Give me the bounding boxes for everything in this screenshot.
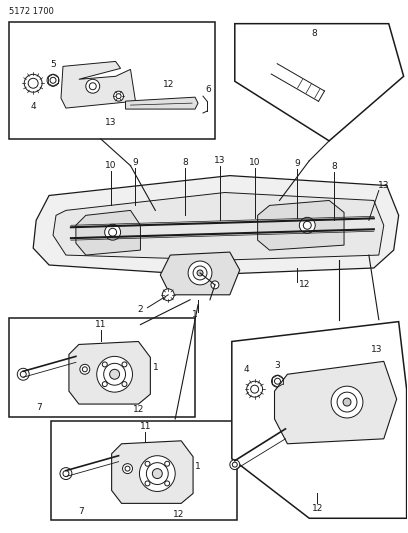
Bar <box>51 421 237 520</box>
Text: 8: 8 <box>311 29 317 38</box>
Polygon shape <box>53 192 384 260</box>
Text: 8: 8 <box>331 162 337 171</box>
Polygon shape <box>33 175 399 275</box>
Circle shape <box>60 467 72 480</box>
Circle shape <box>17 368 29 380</box>
Polygon shape <box>76 211 140 255</box>
Text: 3: 3 <box>275 361 280 370</box>
Polygon shape <box>160 252 240 295</box>
Text: 12: 12 <box>312 504 323 513</box>
Text: 12: 12 <box>173 510 184 519</box>
Text: 4: 4 <box>244 365 250 374</box>
Text: 7: 7 <box>36 402 42 411</box>
Circle shape <box>272 375 284 387</box>
Circle shape <box>50 77 56 83</box>
Text: 7: 7 <box>78 507 84 516</box>
Circle shape <box>110 369 120 379</box>
Circle shape <box>113 91 124 101</box>
Polygon shape <box>257 200 344 250</box>
Circle shape <box>104 364 126 385</box>
Text: 4: 4 <box>30 102 36 111</box>
Circle shape <box>116 94 121 99</box>
Circle shape <box>197 270 203 276</box>
Text: 11: 11 <box>140 422 151 431</box>
Text: 12: 12 <box>299 280 310 289</box>
Text: 9: 9 <box>133 158 138 167</box>
Circle shape <box>122 464 133 474</box>
Circle shape <box>303 221 311 229</box>
Text: 1: 1 <box>195 462 201 471</box>
Text: 13: 13 <box>214 156 226 165</box>
Circle shape <box>28 78 38 88</box>
Text: 13: 13 <box>378 181 390 190</box>
Polygon shape <box>126 97 198 109</box>
Circle shape <box>337 392 357 412</box>
Text: 1: 1 <box>192 310 198 319</box>
Circle shape <box>162 289 174 301</box>
Circle shape <box>102 382 107 386</box>
Circle shape <box>275 378 280 384</box>
Circle shape <box>165 461 170 466</box>
Bar <box>9 318 195 417</box>
Text: 8: 8 <box>182 158 188 167</box>
Text: 1: 1 <box>153 363 158 372</box>
Circle shape <box>89 83 96 90</box>
Circle shape <box>146 463 168 484</box>
Circle shape <box>145 461 150 466</box>
Circle shape <box>232 462 237 467</box>
Circle shape <box>47 74 59 86</box>
Polygon shape <box>235 23 404 141</box>
Text: 12: 12 <box>133 405 144 414</box>
Text: 13: 13 <box>105 118 116 127</box>
Circle shape <box>122 382 127 386</box>
Circle shape <box>122 362 127 367</box>
Polygon shape <box>275 361 397 444</box>
Text: 10: 10 <box>249 158 260 167</box>
Text: 5172 1700: 5172 1700 <box>9 7 54 16</box>
Circle shape <box>102 362 107 367</box>
Circle shape <box>230 459 240 470</box>
Text: 6: 6 <box>205 85 211 94</box>
Polygon shape <box>69 342 151 404</box>
Circle shape <box>125 466 130 471</box>
Text: 13: 13 <box>371 345 383 354</box>
Circle shape <box>140 456 175 491</box>
Circle shape <box>299 217 315 233</box>
Circle shape <box>188 261 212 285</box>
Text: 5: 5 <box>50 60 56 69</box>
Circle shape <box>109 228 117 236</box>
Circle shape <box>20 372 26 377</box>
Circle shape <box>105 224 121 240</box>
Circle shape <box>145 481 150 486</box>
Text: 10: 10 <box>105 161 116 170</box>
Circle shape <box>24 74 42 92</box>
Circle shape <box>343 398 351 406</box>
Text: 9: 9 <box>295 159 300 168</box>
Text: 12: 12 <box>162 80 174 89</box>
Text: 11: 11 <box>95 320 106 329</box>
Circle shape <box>82 367 87 372</box>
Circle shape <box>97 357 133 392</box>
Text: 2: 2 <box>137 305 143 314</box>
Circle shape <box>331 386 363 418</box>
Circle shape <box>247 381 263 397</box>
Polygon shape <box>112 441 193 503</box>
Bar <box>9 22 215 139</box>
Polygon shape <box>61 61 135 108</box>
Polygon shape <box>232 321 407 518</box>
Circle shape <box>251 385 259 393</box>
Circle shape <box>152 469 162 479</box>
Circle shape <box>86 79 100 93</box>
Circle shape <box>211 281 219 289</box>
Circle shape <box>63 471 69 477</box>
Circle shape <box>80 365 90 374</box>
Circle shape <box>165 481 170 486</box>
Circle shape <box>193 266 207 280</box>
